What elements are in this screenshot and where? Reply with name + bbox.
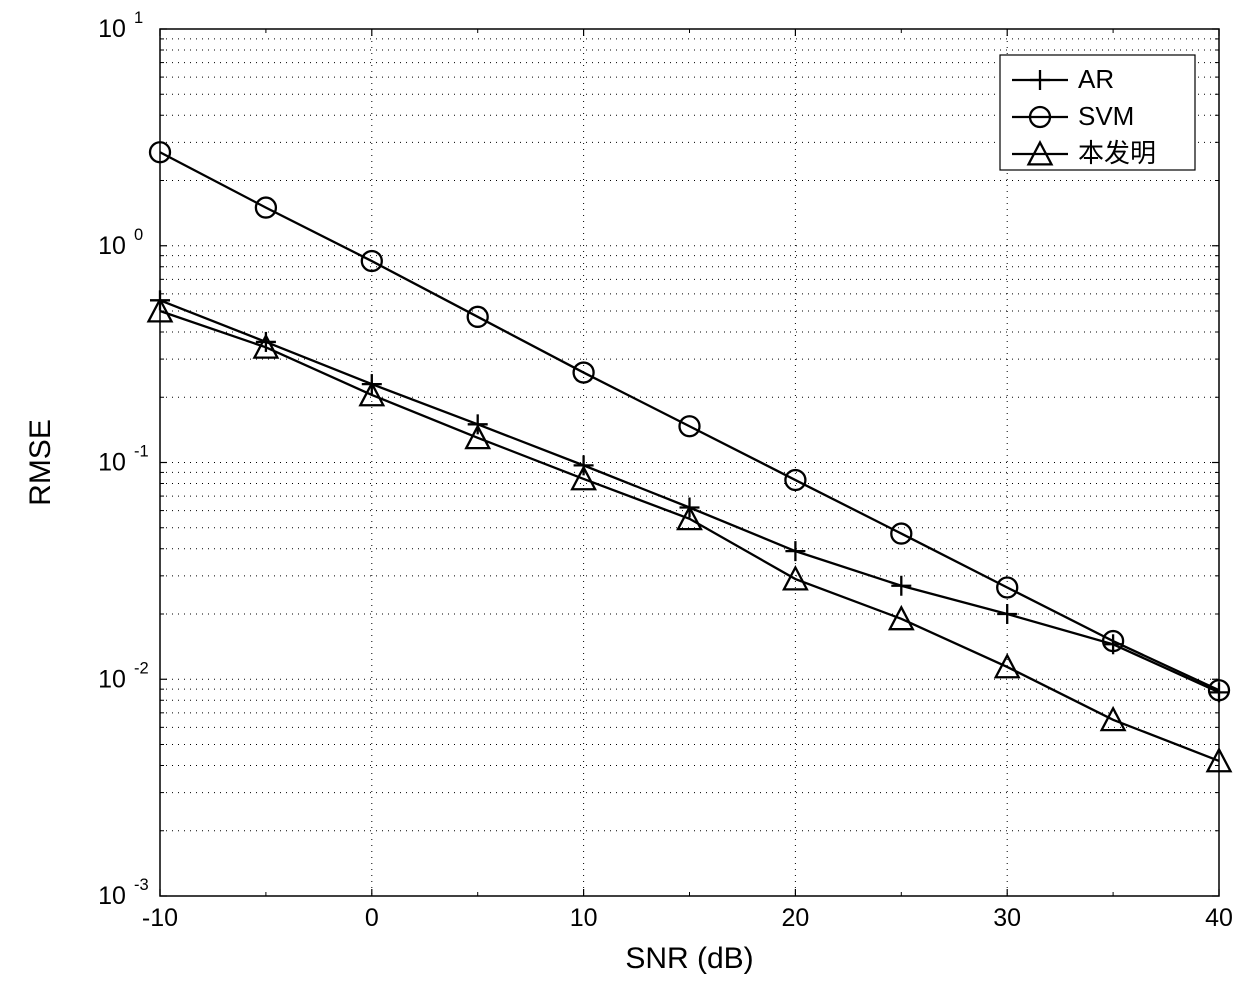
legend: AR SVM 本发明	[1000, 55, 1195, 170]
legend-label: SVM	[1078, 101, 1134, 131]
svg-text:1: 1	[134, 9, 143, 27]
svg-text:0: 0	[134, 226, 143, 244]
x-tick-label: 40	[1205, 904, 1233, 932]
svg-text:-2: -2	[134, 659, 149, 677]
x-tick-label: 30	[993, 904, 1021, 932]
x-tick-label: 10	[570, 904, 598, 932]
x-tick-label: -10	[142, 904, 178, 932]
x-tick-label: 20	[781, 904, 809, 932]
x-tick-label: 0	[365, 904, 379, 932]
svg-text:-1: -1	[134, 443, 149, 461]
chart-container: -10 0 10 20 30 40 10 -3 10 -2 10 -1 10 0 10 1 SNR (dB) RM…	[0, 0, 1240, 991]
svg-text:10: 10	[98, 665, 126, 693]
legend-label: AR	[1078, 64, 1114, 94]
svg-text:10: 10	[98, 232, 126, 260]
legend-label: 本发明	[1078, 138, 1156, 168]
svg-text:10: 10	[98, 449, 126, 477]
svg-text:-3: -3	[134, 876, 149, 894]
x-axis-label: SNR (dB)	[625, 942, 753, 975]
svg-text:10: 10	[98, 15, 126, 43]
y-axis-label: RMSE	[24, 419, 57, 506]
rmse-vs-snr-chart: -10 0 10 20 30 40 10 -3 10 -2 10 -1 10 0 10 1 SNR (dB) RM…	[0, 0, 1240, 991]
svg-text:10: 10	[98, 882, 126, 910]
